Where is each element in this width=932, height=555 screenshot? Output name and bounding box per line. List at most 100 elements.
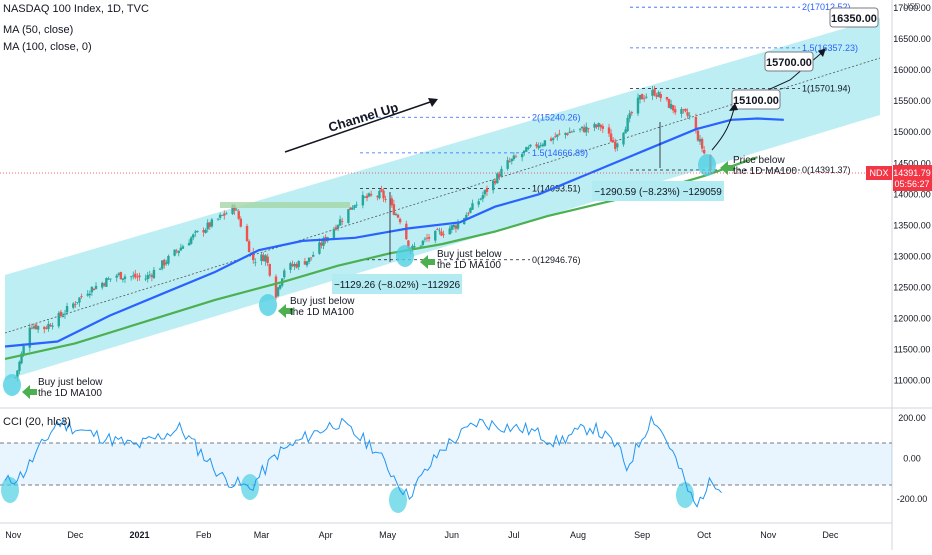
time-tick: May	[379, 530, 397, 540]
candle-body	[45, 327, 48, 329]
candle-body	[351, 207, 354, 210]
time-tick: Sep	[634, 530, 650, 540]
cci-line	[4, 414, 722, 508]
candle-body	[535, 144, 538, 147]
candle-body	[338, 219, 342, 226]
fib-level-label: 2(15240.26)	[532, 112, 581, 122]
touch-highlight	[698, 154, 716, 176]
candle-body	[274, 276, 278, 298]
candle-body	[651, 90, 654, 96]
price-candles	[14, 85, 712, 382]
price-tick: 12000.00	[893, 314, 931, 324]
touch-highlight	[259, 294, 277, 316]
candle-body	[361, 195, 365, 206]
candle-body	[138, 275, 141, 278]
candle-body	[682, 109, 685, 111]
candle-body	[671, 105, 675, 111]
candle-body	[150, 275, 154, 277]
time-tick: Dec	[67, 530, 84, 540]
candle-body	[448, 228, 451, 235]
time-axis[interactable]: Nov Dec 2021 Feb Mar Apr May Jun Jul Aug Sep Oct Nov…	[5, 530, 839, 540]
candle-body	[479, 198, 482, 200]
countdown: 05:56:27	[894, 179, 929, 189]
candle-body	[165, 262, 168, 264]
candle-body	[92, 288, 96, 291]
candle-body	[109, 278, 112, 280]
candle-body	[206, 222, 209, 230]
candle-body	[523, 150, 526, 153]
currency-label: USD	[904, 2, 921, 11]
candle-body	[355, 204, 358, 206]
measure-label: −1129.26 (−8.02%) −112926	[334, 280, 461, 291]
projection-arrowhead	[818, 48, 826, 57]
candle-body	[477, 201, 480, 205]
candle-body	[498, 174, 501, 178]
candle-body	[136, 276, 139, 278]
projection-arrowhead	[729, 103, 738, 111]
candle-body	[340, 221, 344, 222]
candle-body	[529, 144, 532, 147]
candle-body	[597, 123, 600, 127]
candle-body	[144, 278, 147, 280]
candle-body	[698, 139, 702, 142]
callout-line1: Buy just below	[290, 296, 355, 307]
resistance-strip	[220, 202, 350, 208]
candle-body	[129, 276, 133, 278]
candle-body	[456, 222, 460, 229]
candle-body	[570, 131, 573, 133]
candle-body	[638, 95, 642, 100]
cci-axis[interactable]: 200.00 0.00 -200.00	[897, 413, 928, 504]
candle-body	[595, 124, 598, 128]
candle-body	[436, 228, 439, 230]
candle-body	[394, 213, 398, 216]
candle-body	[365, 195, 369, 198]
cci-tick: 0.00	[903, 453, 921, 463]
target-box	[764, 51, 814, 72]
candle-body	[440, 231, 443, 236]
candle-body	[624, 129, 627, 134]
candle-body	[506, 160, 509, 169]
candle-body	[434, 230, 437, 241]
candle-body	[349, 207, 352, 210]
fib-level-label: 0(12946.76)	[532, 255, 581, 265]
candle-body	[514, 156, 518, 158]
candle-body	[481, 195, 485, 199]
candle-body	[512, 155, 516, 160]
candle-body	[65, 306, 69, 313]
candle-body	[216, 218, 220, 220]
price-tick: 13000.00	[893, 251, 931, 261]
time-tick: Jul	[508, 530, 520, 540]
candle-body	[376, 196, 379, 198]
candle-body	[123, 276, 127, 279]
candle-body	[117, 273, 120, 275]
cci-touch-highlight	[676, 482, 694, 508]
candle-body	[225, 213, 228, 215]
candle-body	[291, 264, 294, 267]
candle-body	[696, 130, 700, 141]
candle-body	[607, 127, 611, 134]
candle-body	[179, 247, 183, 251]
candle-body	[204, 229, 207, 233]
candle-body	[483, 189, 487, 195]
candle-body	[181, 246, 185, 249]
candle-body	[307, 257, 311, 262]
price-axis[interactable]: 17000.00 16500.00 16000.00 15500.00 15000.00…	[893, 3, 931, 386]
candle-body	[674, 109, 677, 113]
ma100-line	[4, 156, 758, 360]
candle-body	[614, 142, 617, 149]
candle-body	[611, 140, 615, 143]
candle-body	[454, 225, 458, 229]
cci-tick: -200.00	[897, 494, 928, 504]
candle-body	[585, 126, 588, 133]
candle-body	[500, 168, 503, 177]
candle-body	[51, 325, 54, 327]
candle-body	[572, 131, 576, 133]
fib-level-label: 1.5(16357.23)	[802, 43, 858, 53]
touch-highlight	[396, 245, 414, 267]
candle-body	[34, 324, 38, 329]
target-label: 15100.00	[733, 95, 779, 107]
time-tick: Nov	[760, 530, 777, 540]
candle-body	[527, 147, 530, 149]
